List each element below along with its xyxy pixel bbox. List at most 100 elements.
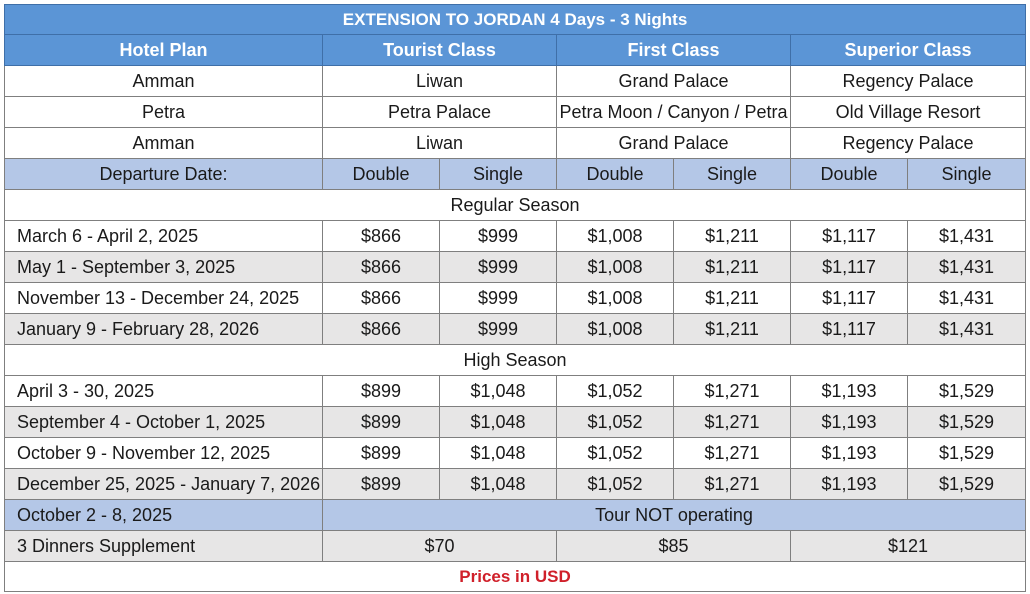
dinners-label: 3 Dinners Supplement: [4, 530, 323, 562]
price-cell: $1,048: [439, 468, 557, 500]
high-season-body: April 3 - 30, 2025 $899 $1,048 $1,052 $1,271…: [4, 375, 1027, 500]
price-cell: $1,117: [790, 282, 908, 314]
price-cell: $866: [322, 282, 440, 314]
price-cell: $1,271: [673, 468, 791, 500]
hotel-first: Grand Palace: [556, 65, 791, 97]
departure-date: March 6 - April 2, 2025: [4, 220, 323, 252]
price-cell: $899: [322, 406, 440, 438]
dinners-price-superior: $121: [789, 530, 1027, 562]
price-cell: $1,008: [556, 313, 674, 345]
price-cell: $899: [322, 375, 440, 407]
price-cell: $999: [439, 313, 557, 345]
departure-date: September 4 - October 1, 2025: [4, 406, 323, 438]
hotel-row: Amman Liwan Grand Palace Regency Palace: [4, 65, 1027, 97]
hotel-tourist: Liwan: [322, 65, 557, 97]
price-cell: $866: [322, 251, 440, 283]
price-cell: $1,117: [790, 313, 908, 345]
price-cell: $1,271: [673, 437, 791, 469]
not-operating-row: October 2 - 8, 2025 Tour NOT operating: [4, 499, 1027, 531]
hotel-city: Petra: [4, 96, 323, 128]
hotel-row: Petra Petra Palace Petra Moon / Canyon /…: [4, 96, 1027, 128]
tourist-class-header: Tourist Class: [322, 34, 557, 66]
price-cell: $899: [322, 437, 440, 469]
price-cell: $1,211: [673, 282, 791, 314]
price-cell: $899: [322, 468, 440, 500]
price-cell: $1,052: [556, 437, 674, 469]
price-row: April 3 - 30, 2025 $899 $1,048 $1,052 $1,271…: [4, 375, 1027, 407]
price-cell: $1,529: [906, 468, 1027, 500]
price-row: October 9 - November 12, 2025 $899 $1,048 $…: [4, 437, 1027, 469]
hotel-tourist: Liwan: [322, 127, 557, 159]
price-cell: $1,008: [556, 220, 674, 252]
header-row: Hotel Plan Tourist Class First Class Sup…: [4, 34, 1027, 66]
first-class-header: First Class: [556, 34, 791, 66]
subheader-row: Departure Date: Double Single Double Sin…: [4, 158, 1027, 190]
price-cell: $1,529: [906, 406, 1027, 438]
departure-date: May 1 - September 3, 2025: [4, 251, 323, 283]
price-cell: $1,117: [790, 220, 908, 252]
table-title: EXTENSION TO JORDAN 4 Days - 3 Nights: [3, 4, 1027, 35]
regular-season-body: March 6 - April 2, 2025 $866 $999 $1,008 $1,…: [4, 220, 1027, 345]
hotel-first: Petra Moon / Canyon / Petra: [556, 96, 791, 128]
hotel-plan-header: Hotel Plan: [4, 34, 323, 66]
price-cell: $1,052: [556, 375, 674, 407]
double-header: Double: [790, 158, 908, 190]
price-cell: $1,271: [673, 406, 791, 438]
price-cell: $1,193: [790, 406, 908, 438]
season-row: High Season: [3, 344, 1027, 376]
high-season-label: High Season: [3, 344, 1027, 376]
price-cell: $1,008: [556, 251, 674, 283]
hotel-superior: Regency Palace: [789, 127, 1027, 159]
price-cell: $1,052: [556, 468, 674, 500]
price-cell: $1,431: [906, 282, 1027, 314]
departure-date: November 13 - December 24, 2025: [4, 282, 323, 314]
departure-date: April 3 - 30, 2025: [4, 375, 323, 407]
price-cell: $1,048: [439, 375, 557, 407]
hotel-city: Amman: [4, 65, 323, 97]
price-cell: $999: [439, 282, 557, 314]
departure-date: January 9 - February 28, 2026: [4, 313, 323, 345]
footer-row: Prices in USD: [3, 561, 1027, 592]
single-header: Single: [673, 158, 791, 190]
departure-date: December 25, 2025 - January 7, 2026: [4, 468, 323, 500]
price-cell: $999: [439, 220, 557, 252]
season-row: Regular Season: [3, 189, 1027, 221]
pricing-table: EXTENSION TO JORDAN 4 Days - 3 Nights Ho…: [3, 4, 1027, 592]
price-row: September 4 - October 1, 2025 $899 $1,048 $…: [4, 406, 1027, 438]
dinners-row: 3 Dinners Supplement $70 $85 $121: [4, 530, 1027, 562]
price-cell: $1,193: [790, 468, 908, 500]
price-cell: $1,431: [906, 220, 1027, 252]
double-header: Double: [556, 158, 674, 190]
price-cell: $1,052: [556, 406, 674, 438]
single-header: Single: [906, 158, 1027, 190]
price-row: November 13 - December 24, 2025 $866 $999 $…: [4, 282, 1027, 314]
price-cell: $1,271: [673, 375, 791, 407]
hotel-tourist: Petra Palace: [322, 96, 557, 128]
pricing-table-container: EXTENSION TO JORDAN 4 Days - 3 Nights Ho…: [3, 4, 1027, 592]
price-cell: $999: [439, 251, 557, 283]
price-cell: $1,008: [556, 282, 674, 314]
price-row: March 6 - April 2, 2025 $866 $999 $1,008 $1,…: [4, 220, 1027, 252]
not-operating-date: October 2 - 8, 2025: [4, 499, 323, 531]
price-row: December 25, 2025 - January 7, 2026 $899 $…: [4, 468, 1027, 500]
title-row: EXTENSION TO JORDAN 4 Days - 3 Nights: [3, 4, 1027, 35]
departure-date: October 9 - November 12, 2025: [4, 437, 323, 469]
price-cell: $1,117: [790, 251, 908, 283]
price-cell: $1,211: [673, 251, 791, 283]
price-cell: $866: [322, 313, 440, 345]
price-cell: $1,529: [906, 375, 1027, 407]
hotel-superior: Regency Palace: [789, 65, 1027, 97]
dinners-price-first: $85: [556, 530, 791, 562]
price-row: May 1 - September 3, 2025 $866 $999 $1,008 $…: [4, 251, 1027, 283]
price-cell: $1,529: [906, 437, 1027, 469]
regular-season-label: Regular Season: [3, 189, 1027, 221]
hotel-city: Amman: [4, 127, 323, 159]
price-cell: $1,048: [439, 406, 557, 438]
dinners-price-tourist: $70: [322, 530, 557, 562]
price-cell: $1,431: [906, 313, 1027, 345]
double-header: Double: [322, 158, 440, 190]
price-cell: $1,211: [673, 220, 791, 252]
price-row: January 9 - February 28, 2026 $866 $999 $1,…: [4, 313, 1027, 345]
price-cell: $1,211: [673, 313, 791, 345]
hotel-superior: Old Village Resort: [789, 96, 1027, 128]
